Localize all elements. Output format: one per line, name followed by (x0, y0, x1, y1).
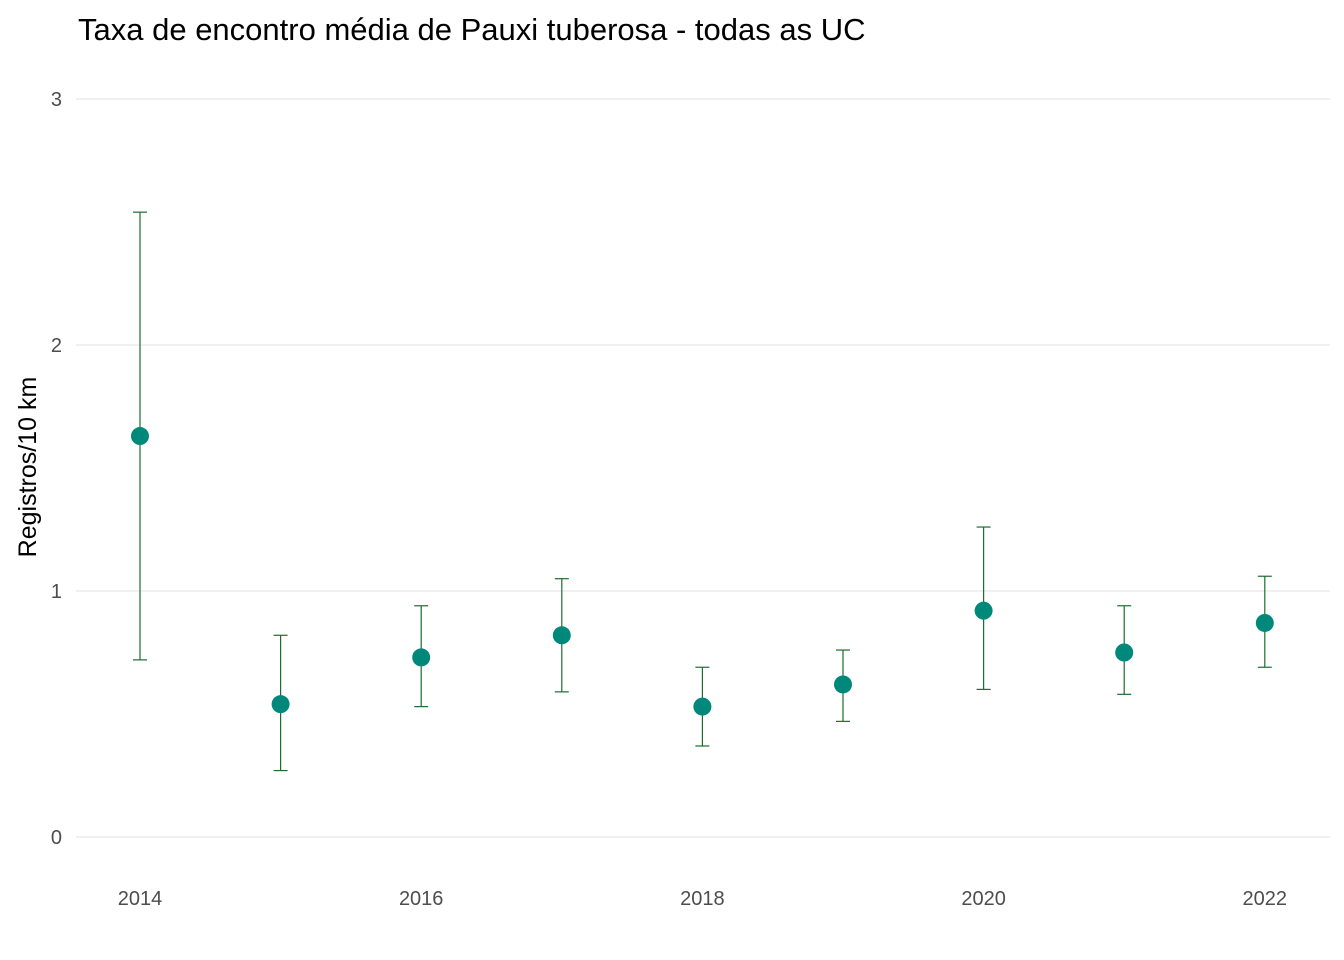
x-tick-labels: 2014 2016 2018 2020 2022 (118, 888, 1287, 910)
chart-title: Taxa de encontro média de Pauxi tuberosa… (78, 12, 866, 47)
data-point-group (974, 526, 993, 691)
data-point (693, 697, 712, 716)
y-tick-label: 0 (51, 827, 62, 849)
data-point-group (693, 666, 712, 747)
data-point (834, 675, 852, 694)
y-axis-label: Registros/10 km (14, 377, 42, 558)
data-point-group (834, 649, 852, 722)
data-point-group (552, 578, 571, 693)
x-tick-label: 2016 (399, 888, 444, 910)
y-tick-label: 2 (51, 335, 62, 357)
data-point-group (271, 634, 290, 772)
data-marks (131, 211, 1274, 772)
data-point-group (1255, 575, 1274, 668)
x-tick-label: 2014 (118, 888, 163, 910)
data-point (552, 626, 571, 645)
data-point (131, 427, 149, 446)
data-point (974, 601, 993, 620)
y-tick-label: 3 (51, 89, 62, 111)
y-tick-label: 1 (51, 581, 62, 603)
y-tick-labels: 0 1 2 3 (51, 89, 62, 849)
data-point (1115, 643, 1134, 662)
x-tick-label: 2022 (1243, 888, 1288, 910)
x-tick-label: 2018 (680, 888, 725, 910)
x-tick-label: 2020 (961, 888, 1006, 910)
data-point-group (131, 211, 149, 661)
data-point (412, 648, 431, 667)
gridlines (76, 98, 1330, 838)
data-point (271, 695, 290, 714)
data-point-group (412, 605, 431, 708)
data-point (1255, 613, 1274, 632)
data-point-group (1115, 605, 1134, 695)
